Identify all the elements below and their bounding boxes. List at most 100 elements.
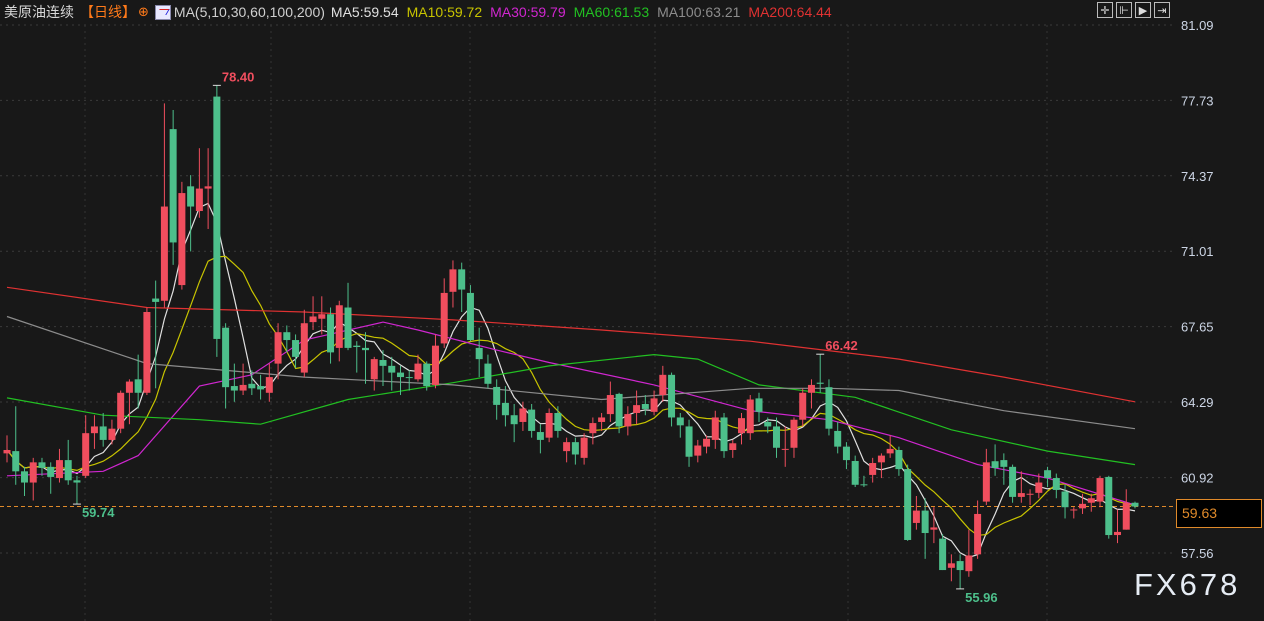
candle-down bbox=[956, 561, 964, 571]
candle-up bbox=[807, 384, 815, 393]
candle-down bbox=[641, 404, 649, 409]
play-step-icon[interactable]: ▶ bbox=[1135, 2, 1151, 18]
candle-up bbox=[440, 292, 448, 344]
add-circle-icon[interactable]: ⊕ bbox=[138, 4, 149, 19]
candle-down bbox=[484, 363, 492, 384]
candle-down bbox=[615, 393, 623, 427]
chart-toolbar: ✛ ⊩ ▶ ⇥ bbox=[1097, 2, 1170, 18]
candle-up bbox=[869, 463, 877, 475]
candle-down bbox=[510, 415, 518, 425]
candle-down bbox=[842, 446, 850, 461]
candle-down bbox=[834, 430, 842, 447]
candle-down bbox=[475, 347, 483, 360]
candle-down bbox=[772, 426, 780, 448]
ma-spec[interactable]: MA(5,10,30,60,100,200) bbox=[173, 4, 325, 20]
candle-up bbox=[1035, 482, 1043, 493]
candle-up bbox=[108, 428, 116, 440]
candle-up bbox=[1087, 498, 1095, 503]
candle-up bbox=[694, 445, 702, 456]
high-label: 66.42 bbox=[825, 338, 858, 353]
candle-up bbox=[947, 563, 955, 568]
candle-up bbox=[1026, 493, 1034, 495]
candle-down bbox=[248, 383, 256, 389]
candle-up bbox=[178, 193, 186, 286]
candle-down bbox=[720, 417, 728, 452]
candle-down bbox=[536, 432, 544, 440]
candle-down bbox=[187, 186, 195, 207]
candle-down bbox=[379, 360, 387, 366]
candle-down bbox=[169, 129, 177, 243]
y-axis: 81.09 77.73 74.37 71.01 67.65 64.29 60.92 57.56 bbox=[1181, 18, 1214, 561]
candle-up bbox=[414, 363, 422, 380]
candle-down bbox=[458, 269, 466, 290]
candle-up bbox=[82, 433, 90, 476]
low-label: 59.74 bbox=[82, 505, 115, 520]
candle-down bbox=[895, 450, 903, 470]
candle-down bbox=[1000, 460, 1008, 467]
y-tick-label: 67.65 bbox=[1181, 320, 1214, 335]
candle-up bbox=[624, 414, 632, 427]
candle-down bbox=[554, 412, 562, 431]
candle-up bbox=[300, 323, 308, 373]
period-selector[interactable]: 【日线】 bbox=[80, 4, 136, 20]
ma-line-ma30 bbox=[6, 321, 1136, 506]
candle-down bbox=[327, 314, 335, 353]
candle-up bbox=[580, 437, 588, 458]
candle-up bbox=[204, 186, 212, 189]
candle-down bbox=[222, 327, 230, 388]
candle-up bbox=[143, 312, 151, 393]
candle-up bbox=[117, 392, 125, 429]
candle-down bbox=[1131, 502, 1139, 507]
candle-down bbox=[755, 398, 763, 412]
candle-up bbox=[659, 374, 667, 396]
candle-down bbox=[344, 307, 352, 348]
candle-up bbox=[598, 417, 606, 422]
exit-icon[interactable]: ⇥ bbox=[1154, 2, 1170, 18]
candle-up bbox=[125, 381, 133, 393]
y-tick-label: 74.37 bbox=[1181, 169, 1214, 184]
low-label: 55.96 bbox=[965, 590, 998, 605]
candle-down bbox=[466, 292, 474, 341]
candle-down bbox=[134, 379, 142, 393]
candle-down bbox=[493, 386, 501, 405]
candle-up bbox=[633, 405, 641, 413]
candle-down bbox=[904, 469, 912, 540]
candle-down bbox=[388, 365, 396, 373]
candle-up bbox=[519, 408, 527, 422]
candle-down bbox=[921, 510, 929, 534]
candle-up bbox=[589, 423, 597, 434]
zoom-start-icon[interactable]: ⊩ bbox=[1116, 2, 1132, 18]
candle-up bbox=[982, 462, 990, 502]
ma-line-ma60 bbox=[6, 353, 1136, 466]
candle-down bbox=[528, 409, 536, 431]
candle-down bbox=[825, 387, 833, 429]
candle-up bbox=[239, 384, 247, 391]
ma-value-ma30: MA30:59.79 bbox=[490, 4, 566, 20]
candle-up bbox=[965, 555, 973, 572]
candle-up bbox=[799, 392, 807, 420]
candle-up bbox=[912, 510, 920, 523]
y-tick-label: 81.09 bbox=[1181, 18, 1214, 33]
candle-down bbox=[73, 480, 81, 483]
candle-up bbox=[877, 455, 885, 463]
candle-up bbox=[729, 443, 737, 451]
candle-up bbox=[606, 395, 614, 415]
candle-down bbox=[1105, 476, 1113, 536]
candle-up bbox=[703, 438, 711, 447]
candle-down bbox=[571, 442, 579, 455]
candle-up bbox=[309, 316, 317, 323]
candle-up bbox=[370, 359, 378, 380]
indicator-chart-icon[interactable] bbox=[154, 4, 171, 20]
candle-up bbox=[265, 377, 273, 393]
crosshair-icon[interactable]: ✛ bbox=[1097, 2, 1113, 18]
candle-up bbox=[90, 426, 98, 434]
candle-up bbox=[930, 527, 938, 530]
high-label: 78.40 bbox=[222, 69, 255, 84]
candle-up bbox=[974, 513, 982, 555]
candle-down bbox=[64, 460, 72, 481]
watermark-logo: FX678 bbox=[1134, 567, 1241, 602]
moving-average-lines bbox=[6, 202, 1136, 558]
grid bbox=[0, 24, 1176, 621]
candle-down bbox=[816, 382, 824, 384]
